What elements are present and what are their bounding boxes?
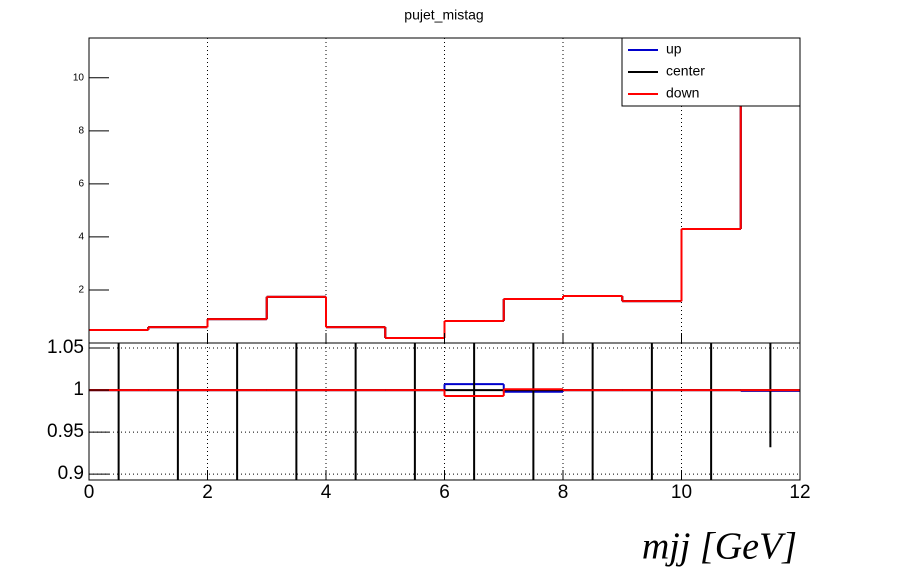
y-tick-label: 6 [78, 179, 84, 190]
axes: 2 4 6 8 10 0.9 0.95 1 1.05 0 2 4 6 8 10 12 up center down [47, 37, 811, 503]
y-tick-label: 1 [73, 379, 84, 400]
y-tick-label: 8 [78, 125, 84, 136]
x-tick-label: 2 [202, 482, 213, 503]
chart-title: pujet_mistag [404, 7, 483, 23]
y-tick-label: 1.05 [47, 337, 84, 358]
y-tick-label: 0.95 [47, 421, 84, 442]
y-tick-label: 4 [78, 232, 84, 243]
x-tick-label: 0 [84, 482, 95, 503]
frame [88, 342, 801, 481]
x-tick-label: 8 [558, 482, 569, 503]
x-tick-label: 10 [671, 482, 692, 503]
legend-label: up [666, 41, 682, 57]
x-tick-label: 12 [789, 482, 810, 503]
x-axis-title: mjj [GeV] [642, 526, 797, 568]
y-tick-label: 0.9 [58, 463, 84, 484]
top-plot [89, 38, 742, 343]
x-tick-label: 4 [321, 482, 332, 503]
legend-label: down [666, 85, 699, 101]
ratio-plot [89, 343, 800, 480]
y-tick-label: 2 [78, 285, 84, 296]
y-tick-label: 10 [73, 72, 85, 83]
x-tick-label: 6 [439, 482, 450, 503]
legend-label: center [666, 63, 705, 79]
